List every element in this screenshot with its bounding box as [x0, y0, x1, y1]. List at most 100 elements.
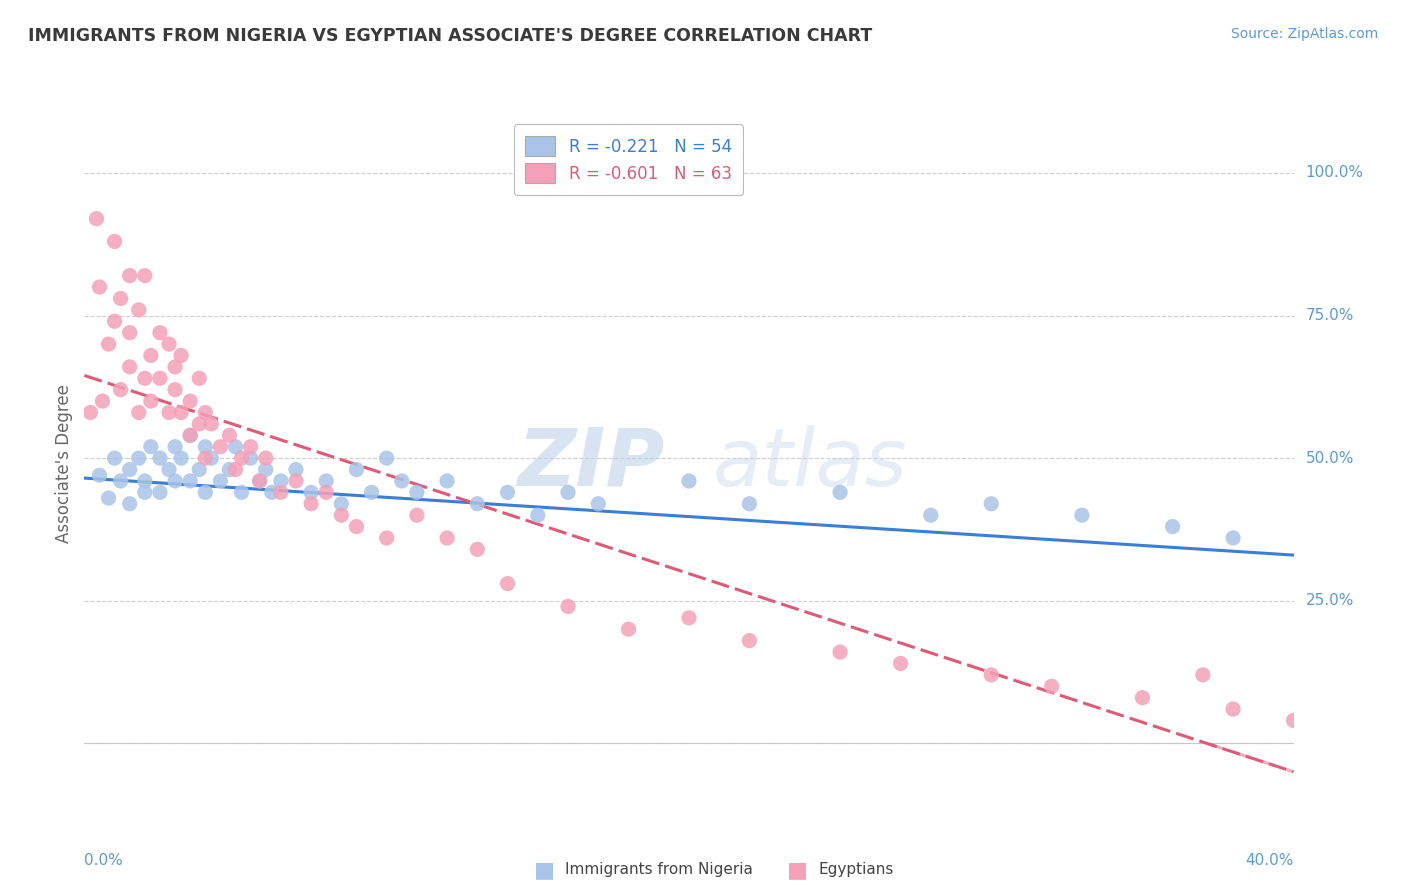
- Point: [391, 474, 413, 488]
- Text: Egyptians: Egyptians: [818, 863, 894, 877]
- Point: [315, 485, 337, 500]
- Point: [299, 485, 322, 500]
- Point: [330, 508, 353, 523]
- Point: [128, 451, 150, 466]
- Point: [1161, 519, 1184, 533]
- Text: IMMIGRANTS FROM NIGERIA VS EGYPTIAN ASSOCIATE'S DEGREE CORRELATION CHART: IMMIGRANTS FROM NIGERIA VS EGYPTIAN ASSO…: [28, 27, 872, 45]
- Point: [526, 508, 548, 523]
- Point: [139, 349, 162, 363]
- Point: [118, 326, 141, 340]
- Point: [678, 474, 700, 488]
- Point: [496, 485, 519, 500]
- Point: [97, 337, 120, 351]
- Text: 100.0%: 100.0%: [1306, 166, 1364, 180]
- Point: [249, 474, 271, 488]
- Point: [254, 462, 277, 476]
- Point: [139, 440, 162, 454]
- Point: [149, 451, 172, 466]
- Point: [110, 474, 132, 488]
- Point: [118, 268, 141, 283]
- Point: [134, 474, 156, 488]
- Point: [467, 497, 489, 511]
- Point: [194, 485, 217, 500]
- Point: [200, 451, 222, 466]
- Point: [89, 280, 111, 294]
- Text: 75.0%: 75.0%: [1306, 308, 1354, 323]
- Point: [89, 468, 111, 483]
- Point: [467, 542, 489, 557]
- Point: [315, 474, 337, 488]
- Y-axis label: Associate's Degree: Associate's Degree: [55, 384, 73, 543]
- Point: [104, 235, 127, 249]
- Text: ■: ■: [787, 860, 808, 880]
- Point: [218, 462, 240, 476]
- Point: [617, 622, 640, 636]
- Point: [254, 451, 277, 466]
- Point: [157, 405, 180, 419]
- Point: [738, 633, 761, 648]
- Point: [194, 451, 217, 466]
- Text: ZIP: ZIP: [517, 425, 665, 503]
- Point: [170, 451, 193, 466]
- Point: [299, 497, 322, 511]
- Point: [163, 359, 186, 374]
- Point: [179, 394, 201, 409]
- Point: [209, 474, 232, 488]
- Text: 0.0%: 0.0%: [84, 854, 124, 869]
- Point: [557, 599, 579, 614]
- Point: [134, 485, 156, 500]
- Point: [330, 497, 353, 511]
- Point: [188, 371, 211, 385]
- Point: [110, 292, 132, 306]
- Point: [188, 462, 211, 476]
- Point: [139, 394, 162, 409]
- Point: [194, 440, 217, 454]
- Point: [163, 474, 186, 488]
- Point: [830, 645, 852, 659]
- Point: [588, 497, 610, 511]
- Point: [284, 474, 308, 488]
- Point: [375, 451, 398, 466]
- Point: [1222, 531, 1244, 545]
- Point: [270, 485, 292, 500]
- Point: [118, 359, 141, 374]
- Point: [1222, 702, 1244, 716]
- Text: 50.0%: 50.0%: [1306, 450, 1354, 466]
- Point: [200, 417, 222, 431]
- Point: [270, 474, 292, 488]
- Point: [79, 405, 101, 419]
- Point: [118, 462, 141, 476]
- Point: [360, 485, 382, 500]
- Point: [346, 462, 368, 476]
- Point: [149, 485, 172, 500]
- Point: [149, 326, 172, 340]
- Point: [149, 371, 172, 385]
- Point: [128, 302, 150, 317]
- Text: ■: ■: [534, 860, 555, 880]
- Point: [1130, 690, 1153, 705]
- Point: [1040, 679, 1063, 693]
- Point: [104, 451, 127, 466]
- Point: [1191, 668, 1213, 682]
- Point: [249, 474, 271, 488]
- Text: atlas: atlas: [713, 425, 908, 503]
- Point: [91, 394, 114, 409]
- Point: [179, 428, 201, 442]
- Point: [260, 485, 283, 500]
- Text: Source: ZipAtlas.com: Source: ZipAtlas.com: [1230, 27, 1378, 41]
- Point: [738, 497, 761, 511]
- Point: [209, 440, 232, 454]
- Point: [188, 417, 211, 431]
- Point: [890, 657, 912, 671]
- Point: [170, 349, 193, 363]
- Legend: R = -0.221   N = 54, R = -0.601   N = 63: R = -0.221 N = 54, R = -0.601 N = 63: [513, 124, 744, 195]
- Point: [239, 451, 262, 466]
- Point: [436, 474, 458, 488]
- Point: [225, 440, 247, 454]
- Point: [157, 337, 180, 351]
- Point: [225, 462, 247, 476]
- Point: [163, 383, 186, 397]
- Point: [194, 405, 217, 419]
- Point: [980, 668, 1002, 682]
- Point: [496, 576, 519, 591]
